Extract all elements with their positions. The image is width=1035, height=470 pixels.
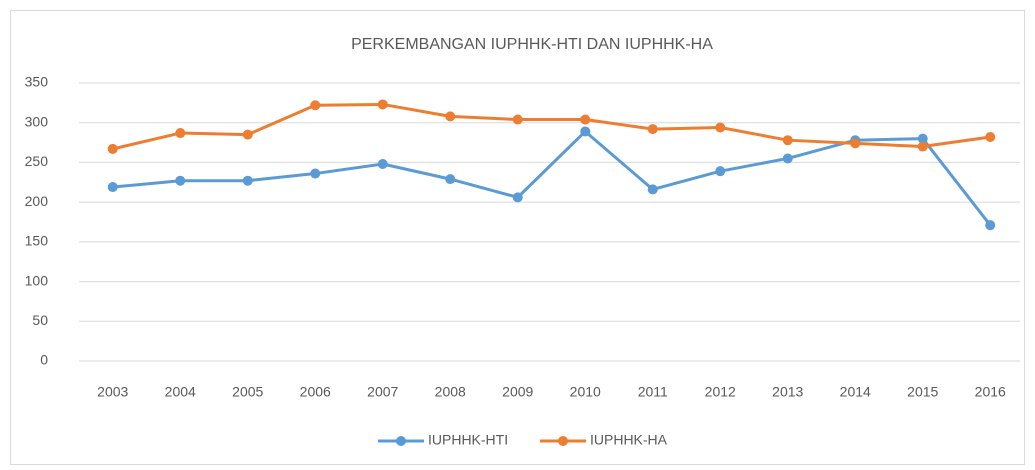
y-tick-label: 50 <box>32 312 48 328</box>
data-point <box>580 114 591 125</box>
x-tick-label: 2009 <box>502 384 533 400</box>
data-point <box>107 182 118 193</box>
data-point <box>512 192 523 203</box>
data-point <box>782 135 793 146</box>
legend-label: IUPHHK-HTI <box>428 432 508 448</box>
y-tick-label: 0 <box>40 352 48 368</box>
data-point <box>580 126 591 137</box>
x-tick-label: 2005 <box>232 384 263 400</box>
data-point <box>175 175 186 186</box>
data-point <box>985 220 996 231</box>
data-point <box>715 166 726 177</box>
data-point <box>782 153 793 164</box>
data-point <box>377 159 388 170</box>
data-point <box>647 124 658 135</box>
x-tick-label: 2013 <box>772 384 803 400</box>
chart-border <box>10 10 1025 465</box>
x-tick-label: 2012 <box>705 384 736 400</box>
data-point <box>310 100 321 111</box>
x-tick-label: 2014 <box>840 384 871 400</box>
x-tick-label: 2003 <box>97 384 128 400</box>
x-tick-label: 2011 <box>638 384 668 400</box>
data-point <box>647 184 658 195</box>
series-line <box>112 102 991 151</box>
data-point <box>242 175 253 186</box>
y-tick-label: 100 <box>25 272 49 288</box>
data-point <box>175 128 186 139</box>
x-tick-label: 2006 <box>300 384 331 400</box>
data-point <box>985 132 996 143</box>
y-tick-label: 200 <box>25 193 49 209</box>
data-point <box>917 141 928 152</box>
y-tick-label: 250 <box>25 153 49 169</box>
x-tick-label: 2008 <box>435 384 466 400</box>
data-point <box>242 129 253 140</box>
legend-marker <box>396 436 406 446</box>
x-tick-label: 2007 <box>367 384 398 400</box>
legend-marker <box>558 436 568 446</box>
x-tick-label: 2015 <box>907 384 938 400</box>
y-tick-label: 150 <box>25 233 49 249</box>
y-tick-label: 350 <box>25 74 49 90</box>
x-tick-label: 2016 <box>975 384 1006 400</box>
data-point <box>850 138 861 149</box>
data-point <box>512 114 523 125</box>
data-point <box>445 174 456 185</box>
legend-label: IUPHHK-HA <box>590 432 668 448</box>
data-point <box>917 133 928 144</box>
data-point <box>310 168 321 179</box>
data-point <box>715 122 726 133</box>
x-tick-label: 2004 <box>165 384 196 400</box>
chart-title: PERKEMBANGAN IUPHHK-HTI DAN IUPHHK-HA <box>351 36 713 53</box>
x-tick-label: 2010 <box>570 384 601 400</box>
y-tick-label: 300 <box>25 113 49 129</box>
data-point <box>445 111 456 122</box>
data-point <box>377 99 388 110</box>
data-point <box>107 143 118 154</box>
